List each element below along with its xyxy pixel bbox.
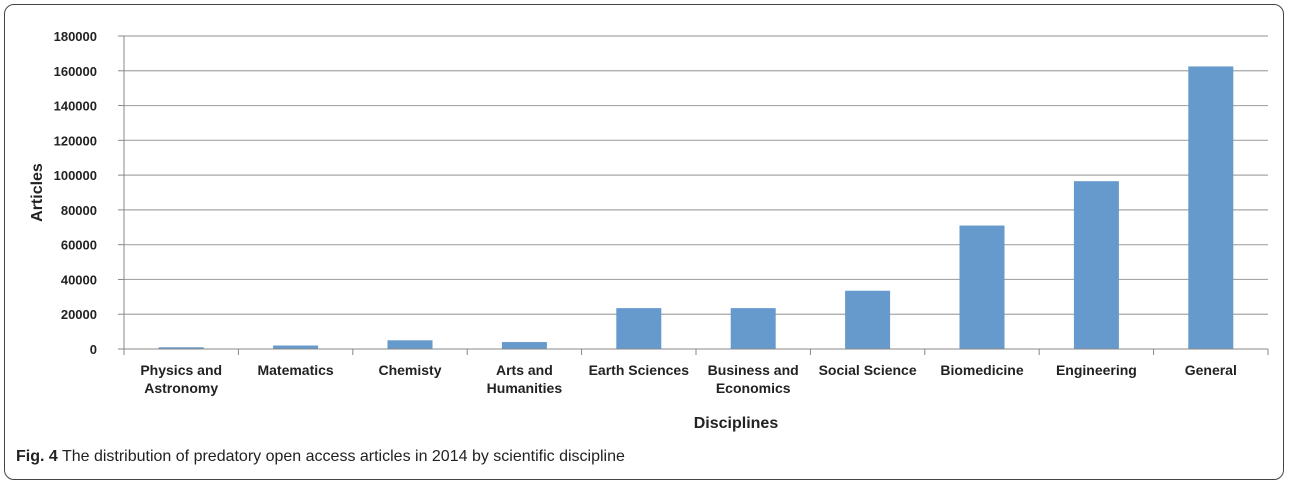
x-tick-label: Social Science [819,362,917,378]
x-tick-label: Astronomy [144,380,218,396]
figure-label: Fig. 4 [16,448,58,465]
y-tick-label: 40000 [61,272,97,287]
figure-caption-text: The distribution of predatory open acces… [61,448,625,465]
bar [959,225,1005,349]
x-tick-label: General [1185,362,1237,378]
bar [387,340,433,349]
figure-frame [4,4,1284,480]
x-tick-label: Arts and [496,362,553,378]
y-axis-title: Articles [29,163,46,222]
y-tick-label: 140000 [54,99,97,114]
x-tick-label: Humanities [487,380,563,396]
x-tick-label: Earth Sciences [589,362,690,378]
y-tick-label: 80000 [61,203,97,218]
bars [158,66,1234,350]
bar [158,347,204,349]
y-tick-label: 20000 [61,307,97,322]
y-tick-labels: 0 20000 40000 60000 80000 100000 120000 140000 1… [54,29,124,357]
x-tick-label: Biomedicine [940,362,1023,378]
bar [273,345,319,349]
x-tick-label: Economics [716,380,791,396]
x-axis-title: Disciplines [694,415,779,432]
bar [501,342,547,349]
axes [123,36,1269,355]
bar [1073,181,1119,349]
figure-caption: Fig. 4 The distribution of predatory ope… [16,448,625,466]
bar [845,290,891,349]
x-tick-label: Matematics [257,362,333,378]
x-tick-label: Chemisty [378,362,441,378]
bar-chart: 0 20000 40000 60000 80000 100000 120000 140000 1… [29,29,1269,432]
x-tick-label: Engineering [1056,362,1137,378]
y-tick-label: 180000 [54,29,97,44]
x-tick-labels: Physics and Astronomy Matematics Chemisty Ar… [140,362,1237,396]
y-tick-label: 100000 [54,168,97,183]
bar [730,308,776,349]
bar [1188,66,1234,350]
bar [616,308,662,349]
x-tick-label: Physics and [140,362,222,378]
y-tick-label: 160000 [54,64,97,79]
x-tick-label: Business and [708,362,799,378]
y-tick-label: 120000 [54,133,97,148]
y-tick-label: 0 [90,342,97,357]
y-tick-label: 60000 [61,238,97,253]
